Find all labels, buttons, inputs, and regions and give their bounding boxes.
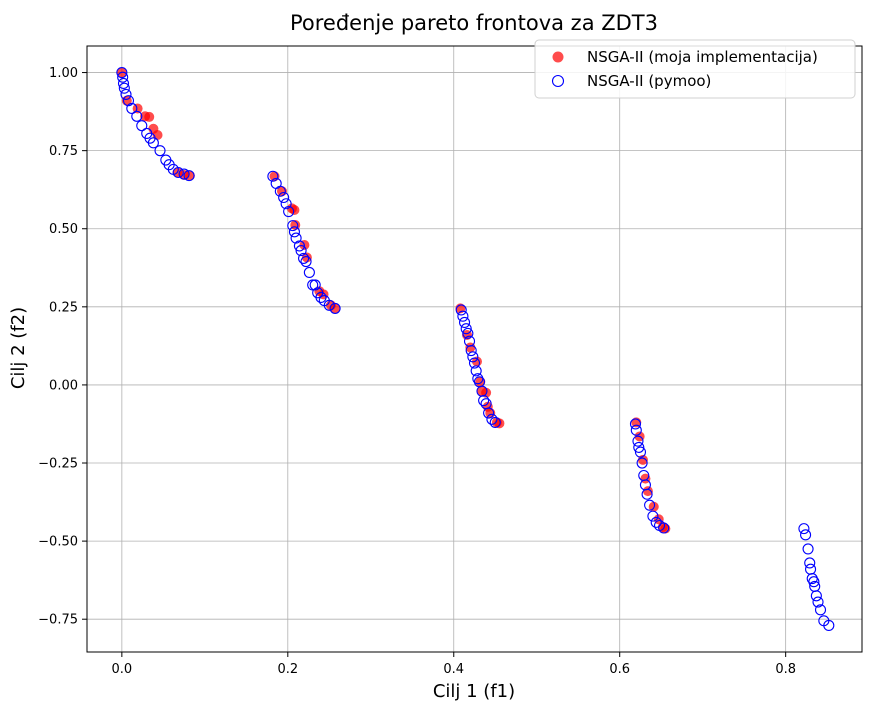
- series-pymoo-point: [812, 596, 824, 608]
- plot-area: 0.0 0.2 0.4 0.6 0.8 1.00 0.75 0.50 0.25 0.00 −0.25…: [38, 45, 863, 677]
- series-pymoo-point: [307, 279, 319, 291]
- series-moja-point: [475, 376, 486, 387]
- series-pymoo-point: [458, 316, 471, 328]
- series-pymoo-point: [465, 345, 477, 357]
- series-pymoo-point: [798, 523, 810, 535]
- series-moja-point: [144, 111, 155, 122]
- series-pymoo-point: [116, 67, 128, 79]
- series-pymoo-point: [460, 323, 472, 335]
- series-pymoo-point: [489, 416, 501, 428]
- series-pymoo-point: [274, 185, 286, 197]
- series-pymoo-point: [478, 394, 490, 407]
- series-pymoo-point: [814, 604, 827, 616]
- series-pymoo-point: [172, 166, 184, 179]
- series-moja-point: [330, 303, 341, 314]
- x-tick-label: 0.2: [277, 662, 298, 677]
- series-moja-point: [642, 486, 653, 497]
- series-pymoo-point: [808, 576, 820, 588]
- series-pymoo-point: [467, 351, 479, 363]
- x-tick-label: 0.0: [112, 662, 133, 677]
- series-moja-point: [184, 170, 195, 181]
- series-pymoo-point: [122, 95, 135, 107]
- series-pymoo-point: [468, 357, 481, 369]
- series-pymoo-point: [634, 446, 647, 458]
- series-pymoo-point: [632, 435, 644, 447]
- series-pymoo-point: [118, 82, 130, 94]
- series-pymoo-point: [802, 543, 814, 555]
- x-tick-label: 0.8: [775, 662, 796, 677]
- legend-entry-moja-marker: [552, 51, 564, 63]
- series-pymoo-point: [126, 102, 138, 115]
- series-pymoo-point: [287, 220, 299, 232]
- legend-entry-moja-label: NSGA-II (moja implementacija): [587, 48, 818, 66]
- series-pymoo-point: [117, 77, 130, 90]
- series-pymoo-point: [278, 191, 290, 204]
- series-pymoo-point: [462, 327, 474, 339]
- series-pymoo-point: [633, 441, 645, 453]
- series-pymoo-point: [178, 168, 190, 180]
- series-pymoo-point: [323, 299, 335, 311]
- legend-entry-pymoo-label: NSGA-II (pymoo): [587, 72, 711, 90]
- plot-frame: [86, 45, 863, 653]
- series-pymoo-point: [329, 302, 341, 314]
- y-tick-label: 0.00: [49, 378, 78, 393]
- legend-entry-pymoo-marker: [551, 74, 565, 88]
- series-pymoo-point: [295, 245, 307, 257]
- series-pymoo-point: [283, 206, 295, 218]
- x-tick-label: 0.6: [609, 662, 630, 677]
- chart-title: Poređenje pareto frontova za ZDT3: [290, 11, 658, 35]
- y-tick-label: −0.50: [38, 535, 78, 550]
- series-pymoo-point: [630, 424, 642, 436]
- series-pymoo-point: [486, 413, 498, 425]
- legend: NSGA-II (moja implementacija) NSGA-II (py…: [534, 39, 856, 99]
- series-pymoo-point: [804, 557, 816, 569]
- y-tick-label: −0.75: [38, 613, 78, 628]
- series-pymoo-point: [629, 418, 642, 430]
- y-tick-label: 1.00: [49, 66, 78, 81]
- series-pymoo-point: [120, 88, 132, 100]
- y-tick-label: 0.25: [49, 300, 78, 315]
- series-pymoo-point: [154, 145, 166, 157]
- series-pymoo-point: [303, 266, 315, 279]
- series-pymoo-point: [183, 170, 195, 182]
- series-pymoo-point: [309, 279, 321, 291]
- series-pymoo-point: [650, 516, 662, 528]
- series-pymoo-point: [290, 232, 302, 244]
- y-axis-title: Cilj 2 (f2): [8, 307, 29, 389]
- series-moja-point: [648, 501, 659, 512]
- series-pymoo-point: [288, 226, 300, 238]
- series-pymoo-point: [823, 619, 835, 631]
- series-pymoo-point: [644, 499, 656, 511]
- legend-box: [534, 39, 856, 99]
- series-pymoo-point: [483, 407, 495, 419]
- series-pymoo-point: [136, 120, 148, 132]
- series-pymoo-point: [147, 137, 159, 149]
- y-tick-label: 0.50: [49, 222, 78, 237]
- y-tick-label: −0.25: [38, 457, 78, 472]
- series-pymoo-point: [641, 488, 653, 500]
- x-axis-title: Cilj 1 (f1): [433, 681, 515, 702]
- series-pymoo-point: [636, 457, 648, 469]
- series-pymoo-point: [810, 590, 822, 602]
- series-pymoo-point: [315, 291, 327, 304]
- series-pymoo-point: [300, 255, 312, 268]
- series-pymoo-point: [457, 310, 469, 322]
- series-pymoo-point: [280, 198, 292, 210]
- series-pymoo-point: [647, 510, 659, 522]
- series-pymoo-point: [455, 304, 467, 316]
- series-pymoo-point: [131, 110, 143, 122]
- series-pymoo-point: [470, 365, 482, 377]
- series-pymoo-point: [658, 522, 670, 534]
- x-tick-label: 0.4: [443, 662, 464, 677]
- series-pymoo-point: [267, 170, 279, 182]
- series-pymoo-point: [298, 252, 310, 264]
- series-pymoo-point: [293, 240, 305, 252]
- series-moja-point: [132, 103, 143, 114]
- series-pymoo-point: [117, 71, 129, 83]
- series-pymoo-point: [800, 529, 812, 541]
- y-tick-label: 0.75: [49, 144, 78, 159]
